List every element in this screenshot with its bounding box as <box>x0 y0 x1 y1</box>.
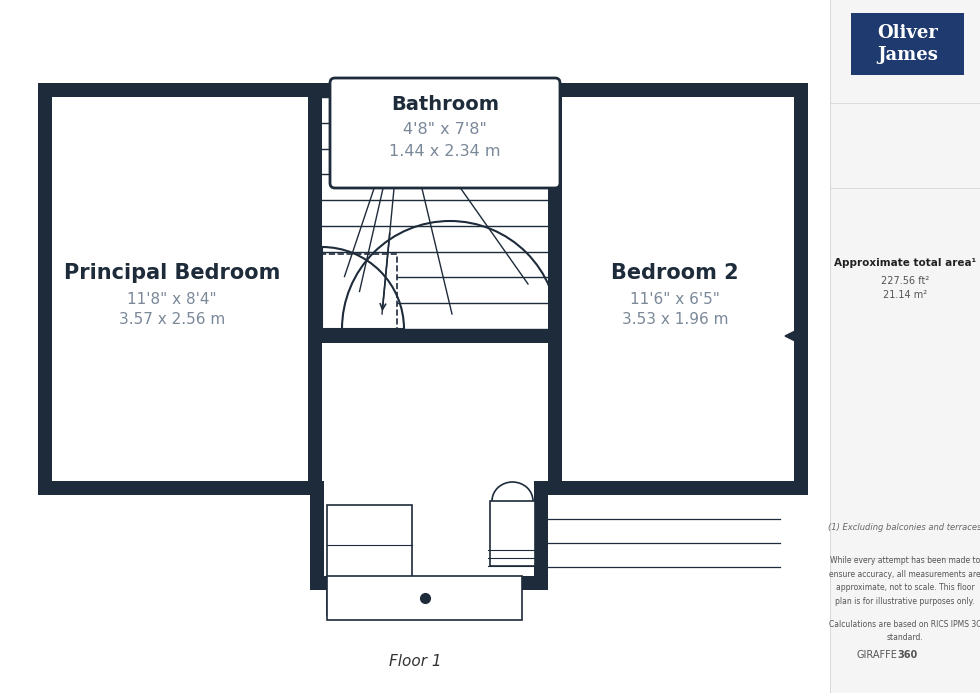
Bar <box>38 83 52 495</box>
Text: Principal Bedroom: Principal Bedroom <box>64 263 280 283</box>
Text: 11'8" x 8'4": 11'8" x 8'4" <box>127 292 217 306</box>
Bar <box>322 254 397 329</box>
Bar <box>548 481 808 495</box>
Bar <box>548 83 562 343</box>
Text: 3.53 x 1.96 m: 3.53 x 1.96 m <box>621 313 728 328</box>
Polygon shape <box>551 97 560 106</box>
Bar <box>548 343 562 495</box>
Text: Approximate total area¹: Approximate total area¹ <box>834 258 976 268</box>
Polygon shape <box>40 472 50 481</box>
Text: Bathroom: Bathroom <box>391 96 499 114</box>
Bar <box>322 329 548 343</box>
Text: Calculations are based on RICS IPMS 3C
standard.: Calculations are based on RICS IPMS 3C s… <box>829 620 980 642</box>
Polygon shape <box>311 97 319 106</box>
Text: Oliver
James: Oliver James <box>877 24 938 64</box>
Bar <box>534 481 548 590</box>
Bar <box>38 83 808 97</box>
Text: 3.57 x 2.56 m: 3.57 x 2.56 m <box>119 313 225 328</box>
Polygon shape <box>797 97 806 106</box>
Bar <box>310 481 324 590</box>
Polygon shape <box>311 472 319 481</box>
Text: While every attempt has been made to
ensure accuracy, all measurements are
appro: While every attempt has been made to ens… <box>829 556 980 606</box>
Bar <box>851 13 964 75</box>
Polygon shape <box>785 331 794 340</box>
Bar <box>308 83 322 495</box>
Text: 227.56 ft²: 227.56 ft² <box>881 276 929 286</box>
Text: 11'6" x 6'5": 11'6" x 6'5" <box>630 292 720 306</box>
Bar <box>794 83 808 495</box>
Text: 21.14 m²: 21.14 m² <box>883 290 927 300</box>
Bar <box>327 505 412 615</box>
Text: GIRAFFE: GIRAFFE <box>857 650 897 660</box>
Text: 1.44 x 2.34 m: 1.44 x 2.34 m <box>389 143 501 159</box>
Bar <box>490 501 535 566</box>
Text: (1) Excluding balconies and terraces: (1) Excluding balconies and terraces <box>828 523 980 532</box>
Text: Bedroom 2: Bedroom 2 <box>612 263 739 283</box>
Text: 360: 360 <box>897 650 917 660</box>
Text: Floor 1: Floor 1 <box>389 653 441 669</box>
Text: 4'8" x 7'8": 4'8" x 7'8" <box>403 121 487 137</box>
Bar <box>830 0 980 693</box>
Bar <box>327 576 522 620</box>
Bar <box>310 576 548 590</box>
Polygon shape <box>536 495 546 504</box>
Bar <box>38 481 310 495</box>
FancyBboxPatch shape <box>330 78 560 188</box>
